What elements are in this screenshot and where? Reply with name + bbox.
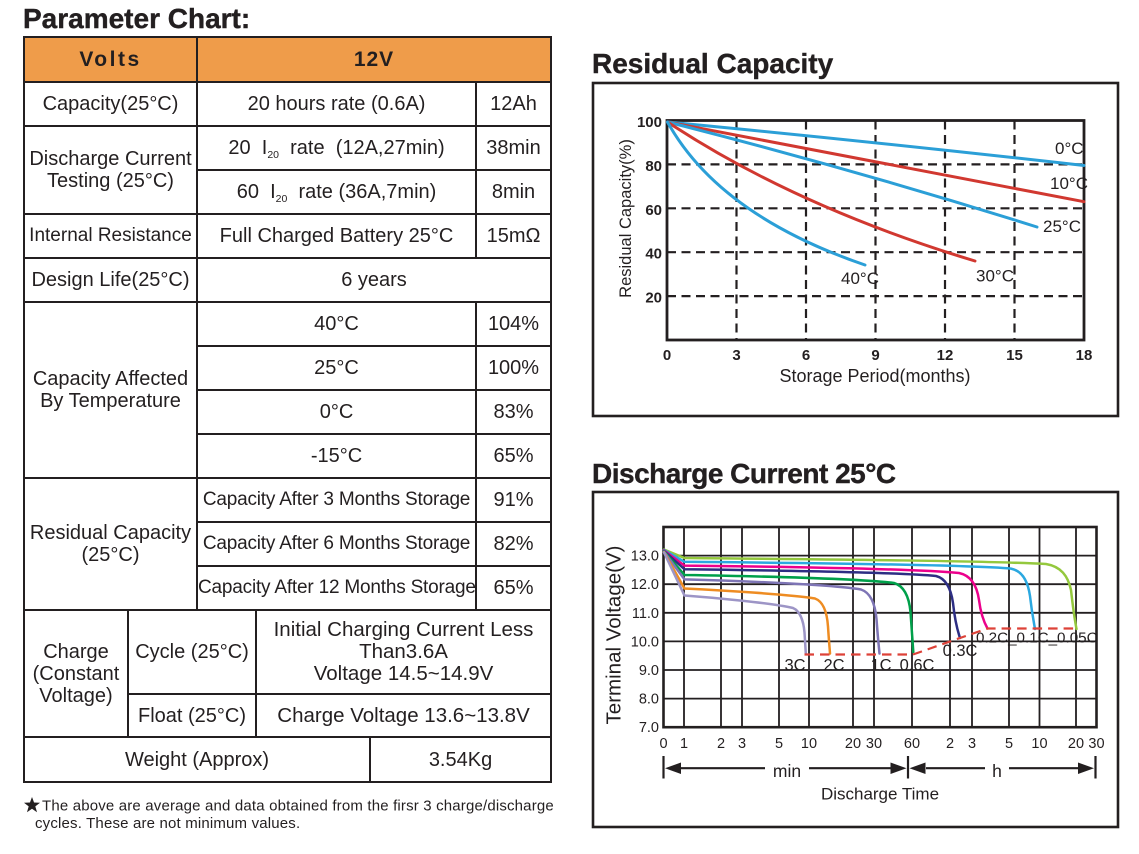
- svg-text:13.0: 13.0: [631, 549, 659, 565]
- svg-text:40°C: 40°C: [841, 269, 879, 288]
- svg-text:9: 9: [871, 347, 879, 364]
- svg-text:40: 40: [645, 246, 662, 263]
- svg-text:10.0: 10.0: [631, 634, 659, 650]
- svg-text:9.0: 9.0: [639, 663, 659, 679]
- svg-text:20: 20: [1068, 736, 1084, 752]
- svg-text:12.0: 12.0: [631, 577, 659, 593]
- svg-text:100: 100: [637, 114, 662, 131]
- svg-text:0.2C_0.1C_0.05C: 0.2C_0.1C_0.05C: [976, 630, 1098, 647]
- svg-text:2: 2: [717, 736, 725, 752]
- svg-text:80: 80: [645, 158, 662, 175]
- svg-text:Terminal Voltage(V): Terminal Voltage(V): [603, 546, 626, 725]
- svg-text:10: 10: [1031, 736, 1047, 752]
- svg-text:15: 15: [1006, 347, 1023, 364]
- svg-text:0: 0: [659, 736, 667, 752]
- svg-text:3: 3: [738, 736, 746, 752]
- svg-text:60: 60: [645, 202, 662, 219]
- svg-text:min: min: [773, 761, 801, 781]
- svg-text:h: h: [992, 761, 1002, 781]
- svg-text:7.0: 7.0: [639, 720, 659, 736]
- svg-text:20: 20: [645, 290, 662, 307]
- svg-text:3C: 3C: [784, 657, 805, 675]
- svg-text:Discharge Time: Discharge Time: [821, 785, 939, 804]
- svg-text:1: 1: [680, 736, 688, 752]
- svg-text:11.0: 11.0: [632, 606, 659, 622]
- svg-text:6: 6: [802, 347, 810, 364]
- svg-text:0.6C: 0.6C: [900, 657, 935, 675]
- svg-text:30: 30: [866, 736, 882, 752]
- svg-text:5: 5: [1005, 736, 1013, 752]
- svg-text:60: 60: [904, 736, 920, 752]
- svg-text:30: 30: [1088, 736, 1104, 752]
- svg-text:3: 3: [732, 347, 740, 364]
- svg-text:Residual Capacity(%): Residual Capacity(%): [617, 139, 635, 298]
- svg-text:25°C: 25°C: [1043, 217, 1081, 236]
- svg-text:10°C: 10°C: [1050, 174, 1088, 193]
- svg-text:2C: 2C: [823, 657, 844, 675]
- svg-text:3: 3: [968, 736, 976, 752]
- svg-text:Storage Period(months): Storage Period(months): [779, 366, 970, 386]
- svg-text:20: 20: [845, 736, 861, 752]
- svg-text:0: 0: [663, 347, 671, 364]
- svg-text:12: 12: [937, 347, 954, 364]
- svg-text:2: 2: [946, 736, 954, 752]
- svg-text:18: 18: [1076, 347, 1093, 364]
- svg-text:1C: 1C: [870, 657, 891, 675]
- svg-text:0°C: 0°C: [1055, 139, 1084, 158]
- svg-text:8.0: 8.0: [639, 692, 659, 708]
- svg-text:10: 10: [801, 736, 817, 752]
- svg-text:30°C: 30°C: [976, 267, 1014, 286]
- svg-text:5: 5: [775, 736, 783, 752]
- svg-text:0.3C: 0.3C: [943, 642, 978, 660]
